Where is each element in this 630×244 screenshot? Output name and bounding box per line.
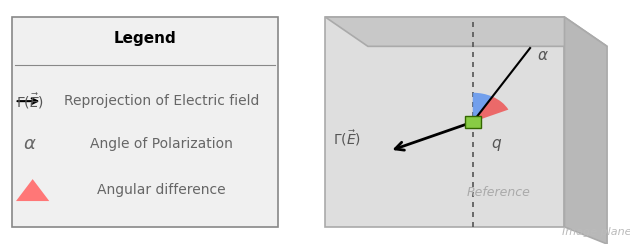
Text: $\Gamma(\vec{E})$: $\Gamma(\vec{E})$	[333, 129, 361, 149]
Bar	[464, 116, 481, 128]
Wedge shape	[472, 93, 493, 122]
Text: Angular difference: Angular difference	[97, 183, 226, 197]
Polygon shape	[564, 17, 607, 244]
Polygon shape	[325, 17, 564, 227]
Text: Image plane: Image plane	[563, 227, 630, 237]
Text: $\alpha$: $\alpha$	[537, 48, 549, 63]
Polygon shape	[16, 179, 49, 201]
FancyBboxPatch shape	[12, 17, 278, 227]
Text: $\alpha$: $\alpha$	[23, 135, 37, 153]
Text: Angle of Polarization: Angle of Polarization	[90, 137, 233, 151]
Polygon shape	[325, 17, 607, 46]
Text: Legend: Legend	[113, 31, 176, 46]
Text: Reprojection of Electric field: Reprojection of Electric field	[64, 94, 259, 108]
Text: q: q	[491, 136, 500, 152]
Wedge shape	[472, 97, 508, 122]
Text: Reference: Reference	[467, 186, 531, 199]
Text: $\Gamma(\vec{E})$: $\Gamma(\vec{E})$	[16, 91, 44, 111]
